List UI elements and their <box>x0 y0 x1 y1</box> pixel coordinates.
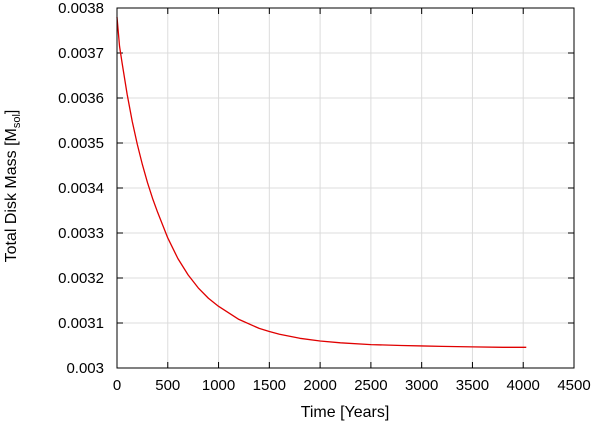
x-tick-label: 4500 <box>557 377 590 394</box>
x-tick-label: 2000 <box>303 377 336 394</box>
y-tick-label: 0.003 <box>66 360 104 377</box>
y-tick-label: 0.0038 <box>58 0 104 17</box>
y-tick-label: 0.0031 <box>58 315 104 332</box>
x-axis-label: Time [Years] <box>301 404 390 421</box>
y-tick-label: 0.0032 <box>58 270 104 287</box>
y-axis-label-main: Total Disk Mass [M <box>3 128 20 262</box>
x-tick-label: 2500 <box>354 377 387 394</box>
y-tick-label: 0.0035 <box>58 135 104 152</box>
x-tick-label: 1000 <box>202 377 235 394</box>
x-tick-label: 3000 <box>405 377 438 394</box>
y-tick-label: 0.0037 <box>58 45 104 62</box>
x-tick-label: 4000 <box>507 377 540 394</box>
y-axis-label: Total Disk Mass [Msol] <box>3 110 23 263</box>
axis-ticks <box>116 7 575 369</box>
y-tick-label: 0.0034 <box>58 180 104 197</box>
y-axis-label-close: ] <box>3 110 20 114</box>
tick-labels: 0 500 1000 1500 2000 2500 3000 3500 4000 4500 0.00… <box>58 0 591 394</box>
x-tick-label: 1500 <box>253 377 286 394</box>
plot-frame <box>116 7 575 369</box>
series-layer <box>116 16 527 348</box>
grid-lines <box>117 8 574 368</box>
x-tick-label: 0 <box>113 377 121 394</box>
y-tick-label: 0.0033 <box>58 225 104 242</box>
y-axis-label-subscript: sol <box>11 114 23 128</box>
disk-mass-line <box>116 16 527 348</box>
x-tick-label: 500 <box>155 377 180 394</box>
x-tick-label: 3500 <box>456 377 489 394</box>
y-tick-label: 0.0036 <box>58 90 104 107</box>
